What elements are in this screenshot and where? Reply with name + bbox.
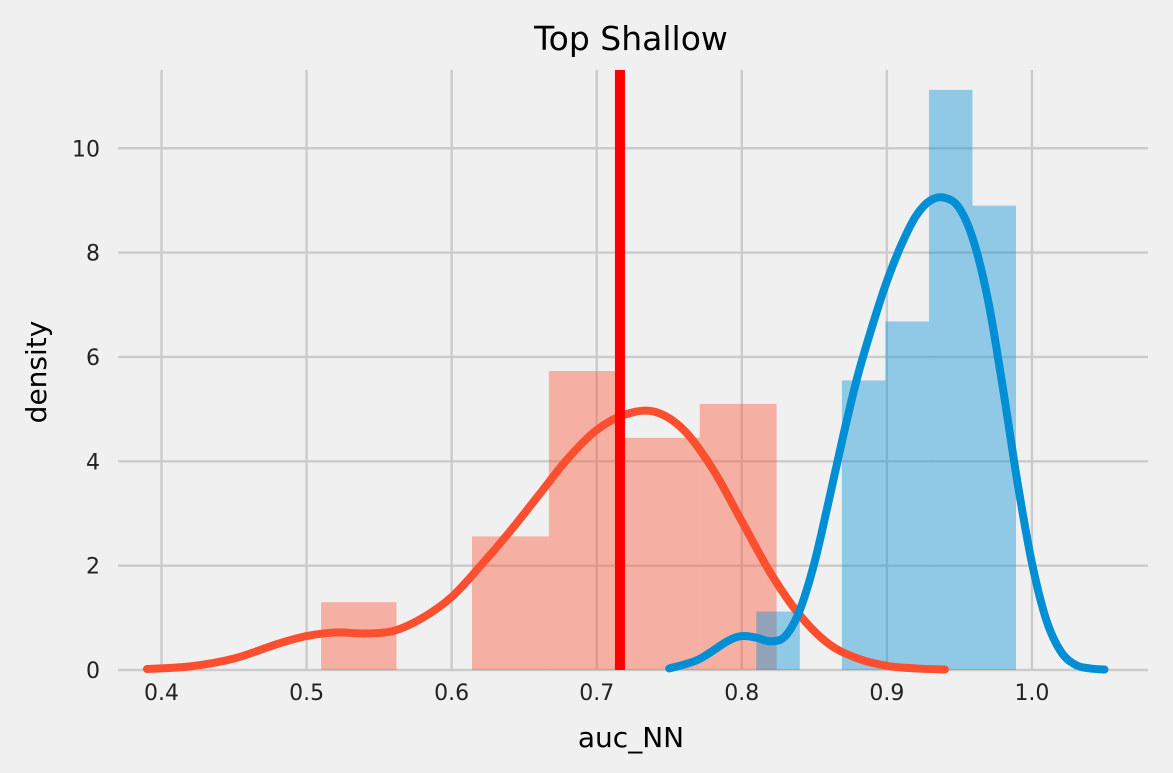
- x-tick-label: 0.9: [869, 681, 904, 706]
- series-layer: [143, 70, 1109, 674]
- chart-title: Top Shallow: [533, 19, 728, 58]
- histogram-bar: [841, 380, 886, 670]
- histogram-bar: [699, 403, 777, 670]
- x-axis-label: auc_NN: [578, 721, 684, 754]
- histogram-bar: [885, 321, 929, 670]
- histogram-bar: [624, 437, 700, 670]
- x-tick-label: 0.6: [434, 681, 469, 706]
- x-tick-label: 0.4: [144, 681, 179, 706]
- y-axis-label: density: [20, 321, 53, 424]
- kde-line: [665, 193, 1109, 674]
- x-tick-label: 1.0: [1014, 681, 1049, 706]
- y-tick-label: 10: [72, 137, 100, 162]
- y-tick-label: 2: [86, 555, 100, 580]
- grid: [118, 70, 1148, 672]
- histogram-bar: [928, 89, 973, 670]
- x-tick-label: 0.8: [724, 681, 759, 706]
- x-tick-labels: 0.4 0.5 0.6 0.7 0.8 0.9 1.0: [144, 681, 1049, 706]
- y-tick-label: 0: [86, 659, 100, 684]
- y-tick-label: 8: [86, 242, 100, 267]
- y-tick-label: 4: [86, 450, 100, 475]
- y-tick-labels: 0 2 4 6 8 10: [72, 137, 100, 684]
- y-tick-label: 6: [86, 346, 100, 371]
- x-tick-label: 0.5: [289, 681, 324, 706]
- x-tick-label: 0.7: [579, 681, 614, 706]
- kde-line: [143, 406, 949, 674]
